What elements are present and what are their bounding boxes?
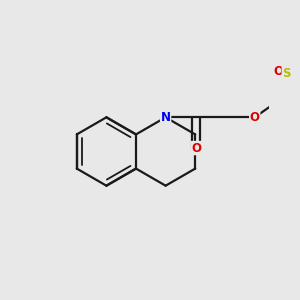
Text: O: O <box>250 111 260 124</box>
Text: O: O <box>274 65 284 78</box>
Text: N: N <box>160 111 171 124</box>
Text: O: O <box>191 142 201 154</box>
Text: S: S <box>282 67 291 80</box>
